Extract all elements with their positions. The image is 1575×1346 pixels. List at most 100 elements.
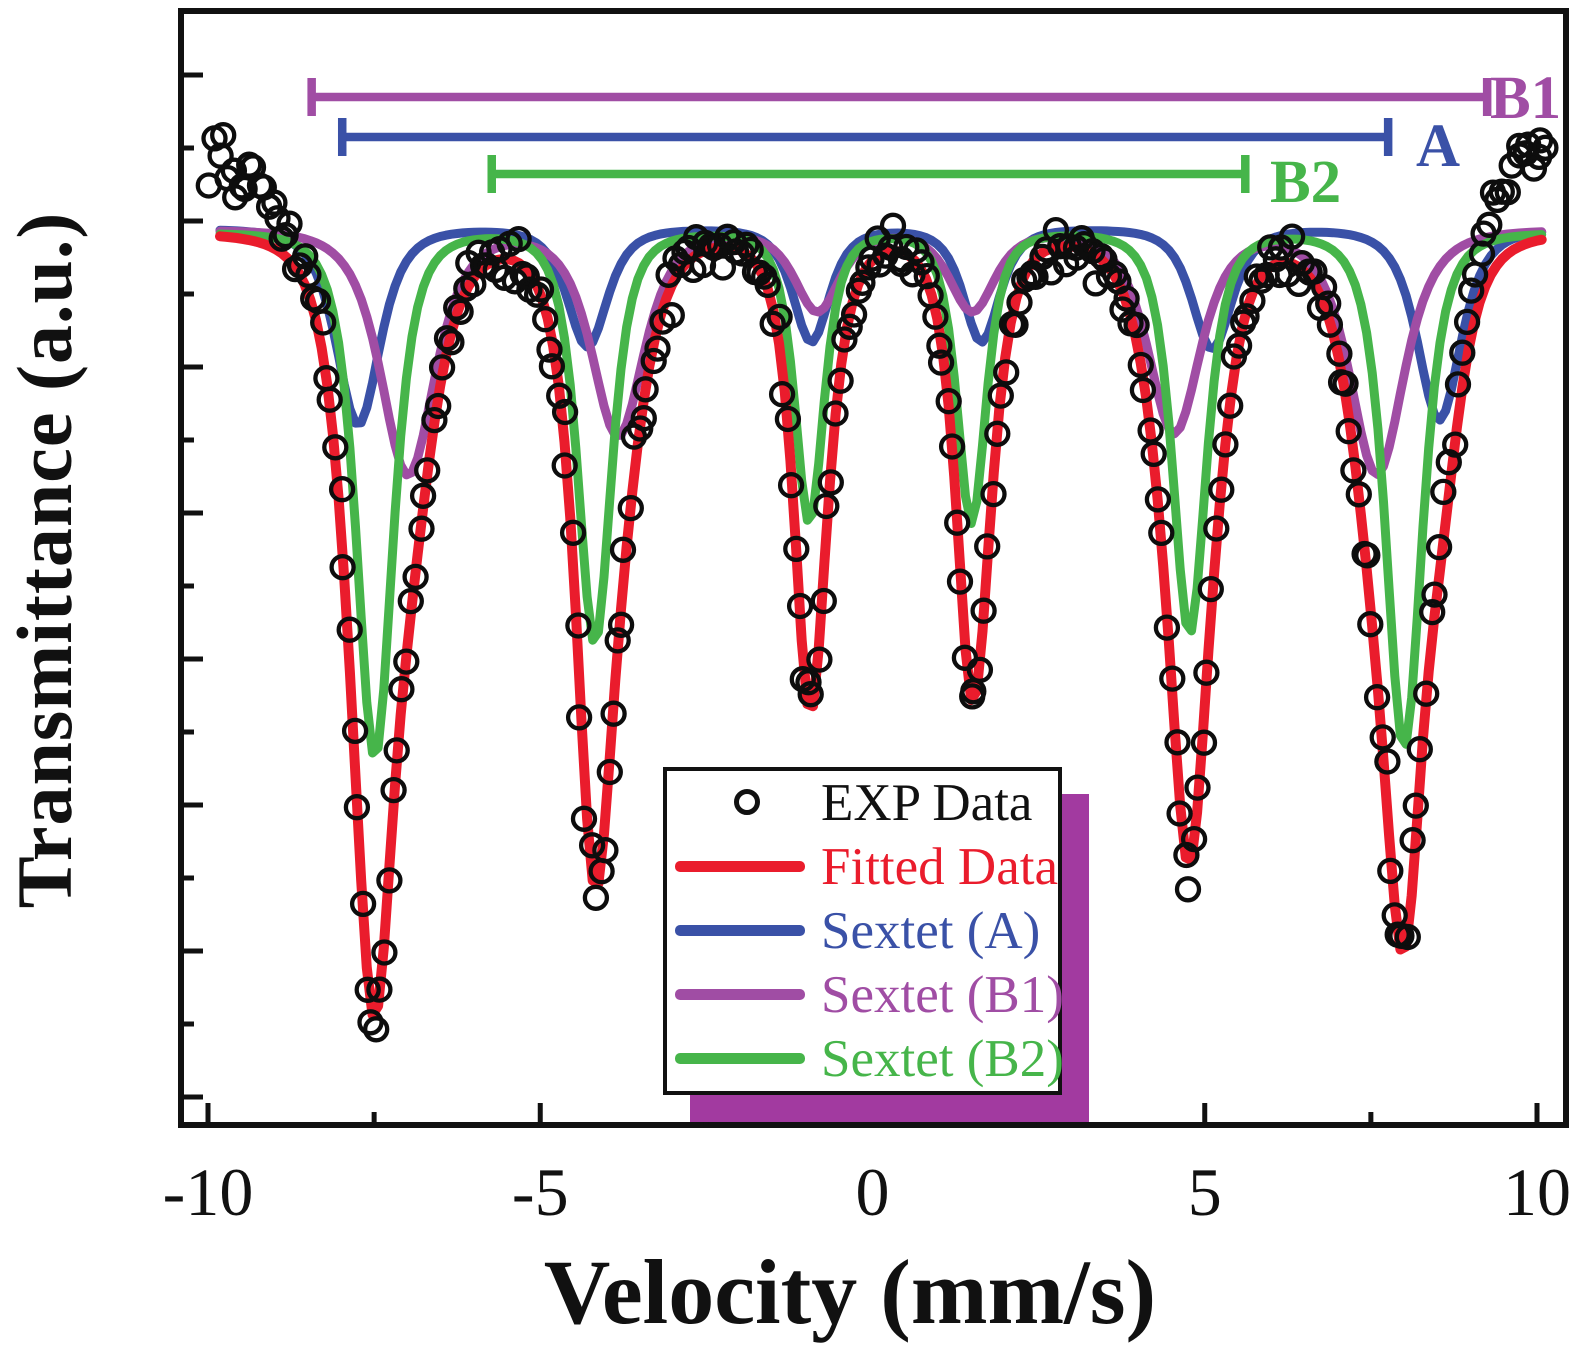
exp-data-point: [310, 309, 337, 336]
bar-label-b2: B2: [1270, 149, 1342, 216]
exp-data-point: [1190, 729, 1218, 756]
exp-data-point: [343, 794, 371, 821]
exp-data-point: [1363, 684, 1391, 711]
exp-data-point: [532, 306, 559, 333]
exp-data-point: [1326, 340, 1353, 367]
exp-data-point: [1345, 481, 1372, 508]
exp-data-point: [966, 656, 994, 684]
exp-data-point: [316, 386, 343, 413]
exp-data-point: [421, 406, 448, 434]
exp-data-point: [1425, 533, 1453, 561]
exp-data-point: [813, 492, 840, 520]
exp-data-point: [596, 758, 623, 786]
exp-data-point: [538, 353, 566, 380]
x-tick-label: -5: [512, 1154, 569, 1230]
exp-data-point: [565, 612, 592, 639]
exp-data-point: [329, 554, 356, 581]
exp-data-point: [786, 592, 814, 620]
exp-data-point: [433, 325, 461, 352]
legend: EXP Data Fitted Data Sextet (A) Sextet (…: [663, 767, 1064, 1095]
exp-data-point: [1332, 370, 1359, 397]
exp-data-point: [879, 212, 907, 239]
exp-data-point: [1208, 476, 1235, 503]
x-tick-label: 5: [1188, 1154, 1222, 1230]
bar-label-b1: B1: [1490, 65, 1562, 132]
exp-data-point: [908, 249, 935, 276]
exp-data-point: [1123, 311, 1150, 339]
legend-item-sextet-b2: Sextet (B2): [667, 1027, 1064, 1091]
exp-data-point: [609, 536, 637, 563]
exp-data-point: [357, 1009, 384, 1036]
exp-data-point: [944, 509, 971, 536]
exp-data-point: [505, 225, 532, 253]
exp-data-point: [1340, 457, 1367, 484]
exp-data-point: [1354, 542, 1381, 569]
exp-data-point: [938, 433, 966, 460]
exp-data-point: [1402, 792, 1429, 819]
exp-data-point: [414, 457, 441, 484]
exp-data-point: [1421, 581, 1448, 608]
exp-data-point: [295, 261, 322, 289]
exp-data-point: [551, 398, 579, 426]
exp-data-point: [1406, 736, 1433, 763]
exp-data-point: [546, 382, 573, 409]
exp-data-point: [984, 420, 1011, 447]
exp-data-point: [1453, 308, 1481, 336]
exp-data-point: [582, 884, 610, 911]
exp-data-point: [1140, 440, 1167, 468]
exp-data-point: [822, 400, 849, 427]
exp-data-point: [276, 210, 303, 237]
x-tick-label: 0: [856, 1154, 890, 1230]
sextet-b2-curve: [215, 229, 1547, 758]
exp-data-point: [1442, 431, 1469, 458]
exp-data-point: [797, 681, 824, 708]
exp-data-point: [783, 535, 810, 563]
exp-data-point: [1159, 665, 1186, 692]
exp-data-point: [559, 519, 587, 546]
exp-data-point: [578, 832, 606, 859]
exp-data-point: [806, 646, 833, 673]
fitted-data-line-marker-icon: [675, 861, 805, 872]
x-axis-title: Velocity (mm/s): [543, 1241, 1157, 1343]
exp-data-point: [527, 276, 555, 303]
exp-data-point: [974, 533, 1001, 560]
exp-data-point: [231, 175, 258, 203]
exp-data-point: [1153, 614, 1181, 641]
exp-data-point: [388, 676, 415, 703]
exp-data-point: [827, 367, 854, 394]
legend-item-fitted-data: Fitted Data: [667, 835, 1058, 899]
exp-data-point: [354, 976, 381, 1003]
exp-data-point: [1184, 774, 1211, 801]
exp-data-point: [1127, 351, 1154, 379]
exp-data-point: [768, 381, 796, 408]
exp-data-point: [438, 329, 465, 356]
exp-data-point: [831, 326, 858, 353]
exp-data-point: [1166, 800, 1193, 827]
exp-data-points: [195, 122, 1559, 1043]
exp-data-point: [328, 476, 356, 503]
exp-data-point: [322, 434, 349, 461]
exp-data-point: [1374, 748, 1401, 775]
exp-data-point: [1129, 376, 1157, 404]
legend-item-exp-data: EXP Data: [667, 771, 1058, 835]
exp-data-point: [402, 563, 429, 591]
legend-label-sextet-b1: Sextet (B1): [821, 966, 1064, 1024]
exp-data-point: [903, 237, 930, 264]
exp-data-point: [1419, 598, 1446, 626]
legend-label-sextet-a: Sextet (A): [821, 902, 1041, 960]
exp-data-point: [1174, 876, 1202, 903]
exp-data-point: [1357, 611, 1384, 638]
sextet-b2-line-marker-icon: [675, 1053, 805, 1064]
exp-data-point: [1193, 659, 1220, 686]
x-tick-label: -10: [163, 1154, 254, 1230]
sextet-b1-line-marker-icon: [675, 989, 805, 1000]
x-tick-label: 10: [1503, 1154, 1571, 1230]
exp-data-point: [523, 281, 551, 308]
exp-data-point: [1042, 216, 1070, 244]
exp-data-point: [268, 225, 295, 252]
y-axis-title: Transmittance (a.u.): [1, 211, 88, 909]
exp-data-point: [592, 837, 619, 864]
exp-data-point: [817, 469, 844, 496]
exp-data-point: [1217, 392, 1244, 419]
